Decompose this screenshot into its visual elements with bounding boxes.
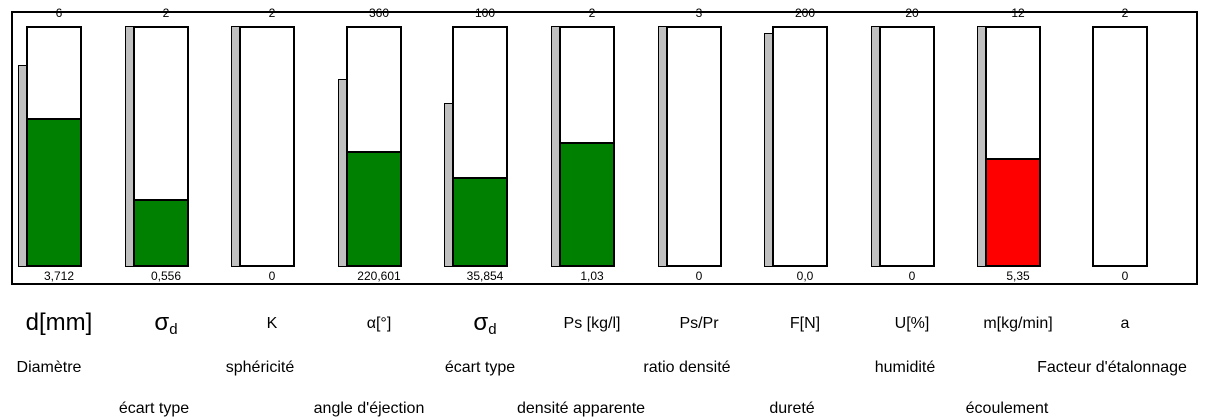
gauge-value: 0 — [908, 269, 916, 283]
gauge-8: 20 0 — [858, 0, 966, 285]
gauge-max-label: 2 — [1121, 6, 1129, 20]
symbol-text: Ps/Pr — [679, 315, 719, 332]
gauge-value: 0,0 — [796, 269, 814, 283]
gauge-tube — [985, 26, 1041, 267]
gauge-setpoint-bar — [231, 26, 239, 267]
desc-angle-ejection: angle d'éjection — [313, 400, 425, 417]
gauge-symbol-4: σd — [431, 308, 539, 345]
gauge-5: 2 1,03 — [538, 0, 646, 285]
desc-ecart-type-angle: écart type — [444, 359, 516, 376]
gauge-value: 35,854 — [466, 269, 504, 283]
gauge-max-label: 2 — [588, 6, 596, 20]
gauge-setpoint-bar — [764, 33, 772, 267]
gauge-setpoint-bar — [551, 26, 559, 267]
desc-sphericite: sphéricité — [225, 359, 295, 376]
gauge-tube — [239, 26, 295, 267]
symbol-text: m[kg/min] — [983, 315, 1053, 332]
desc-facteur-etalonnage: Facteur d'étalonnage — [1037, 359, 1187, 376]
gauge-max-label: 200 — [794, 6, 816, 20]
gauge-symbol-1: σd — [112, 308, 220, 345]
gauge-tube — [346, 26, 402, 267]
symbol-text: F[N] — [789, 315, 821, 332]
gauge-value: 220,601 — [357, 269, 401, 283]
symbol-text: U[%] — [894, 315, 930, 332]
gauge-max-label: 100 — [474, 6, 496, 20]
desc-ratio-densite: ratio densité — [643, 359, 731, 376]
gauge-value: 5,35 — [1006, 269, 1030, 283]
gauge-max-label: 6 — [55, 6, 63, 20]
symbol-text: d[mm] — [25, 309, 93, 336]
gauge-setpoint-bar — [125, 26, 133, 267]
gauge-fill — [454, 177, 506, 265]
symbol-subscript: d — [488, 321, 497, 338]
gauge-tube — [559, 26, 615, 267]
gauge-symbol-8: U[%] — [858, 314, 966, 334]
gauge-fill — [28, 118, 80, 265]
gauge-value: 0,556 — [150, 269, 182, 283]
desc-durete: dureté — [769, 400, 815, 417]
gauge-setpoint-bar — [871, 26, 879, 267]
gauge-tube — [133, 26, 189, 267]
gauge-max-label: 3 — [695, 6, 703, 20]
gauge-3: 360 220,601 — [325, 0, 433, 285]
desc-diametre: Diamètre — [16, 359, 82, 376]
symbol-text: σ — [473, 309, 489, 336]
gauge-tube — [772, 26, 828, 267]
gauge-panel — [11, 11, 1198, 285]
gauge-value: 0 — [268, 269, 276, 283]
gauge-fill — [348, 151, 400, 265]
symbol-text: K — [266, 315, 278, 332]
gauge-setpoint-bar — [18, 65, 26, 267]
gauge-max-label: 20 — [905, 6, 919, 20]
gauge-7: 200 0,0 — [751, 0, 859, 285]
symbol-text: α[°] — [366, 315, 392, 332]
gauge-tube — [666, 26, 722, 267]
gauge-max-label: 360 — [368, 6, 390, 20]
desc-densite-apparente: densité apparente — [516, 400, 646, 417]
gauge-value: 0 — [1121, 269, 1129, 283]
gauge-symbol-6: Ps/Pr — [645, 314, 753, 334]
gauge-max-label: 2 — [162, 6, 170, 20]
symbol-text: σ — [154, 309, 170, 336]
symbol-text: a — [1120, 315, 1130, 332]
gauge-setpoint-bar — [658, 26, 666, 267]
gauge-fill — [135, 199, 187, 265]
gauge-value: 1,03 — [580, 269, 604, 283]
gauge-setpoint-bar — [444, 103, 452, 267]
symbol-subscript: d — [169, 321, 178, 338]
gauge-max-label: 2 — [268, 6, 276, 20]
gauge-symbol-9: m[kg/min] — [964, 314, 1072, 334]
gauge-value: 0 — [695, 269, 703, 283]
gauge-max-label: 12 — [1011, 6, 1025, 20]
gauge-setpoint-bar — [338, 79, 346, 267]
gauge-tube — [26, 26, 82, 267]
gauge-1: 2 0,556 — [112, 0, 220, 285]
gauge-symbol-10: a — [1071, 314, 1179, 334]
gauge-4: 100 35,854 — [431, 0, 539, 285]
gauge-symbol-5: Ps [kg/l] — [538, 314, 646, 334]
desc-ecart-type-diametre: écart type — [118, 400, 190, 417]
gauge-symbol-7: F[N] — [751, 314, 859, 334]
symbol-text: Ps [kg/l] — [563, 315, 621, 332]
gauge-9: 12 5,35 — [964, 0, 1072, 285]
gauge-symbol-2: K — [218, 314, 326, 334]
gauge-symbol-3: α[°] — [325, 314, 433, 334]
desc-humidite: humidité — [874, 359, 936, 376]
desc-ecoulement: écoulement — [965, 400, 1049, 417]
gauge-setpoint-bar — [977, 26, 985, 267]
gauge-tube — [879, 26, 935, 267]
gauge-0: 6 3,712 — [5, 0, 113, 285]
gauge-fill — [561, 142, 613, 265]
gauge-fill — [987, 158, 1039, 265]
gauge-tube — [1092, 26, 1148, 267]
gauge-symbol-0: d[mm] — [5, 308, 113, 338]
gauge-value: 3,712 — [43, 269, 75, 283]
gauge-tube — [452, 26, 508, 267]
